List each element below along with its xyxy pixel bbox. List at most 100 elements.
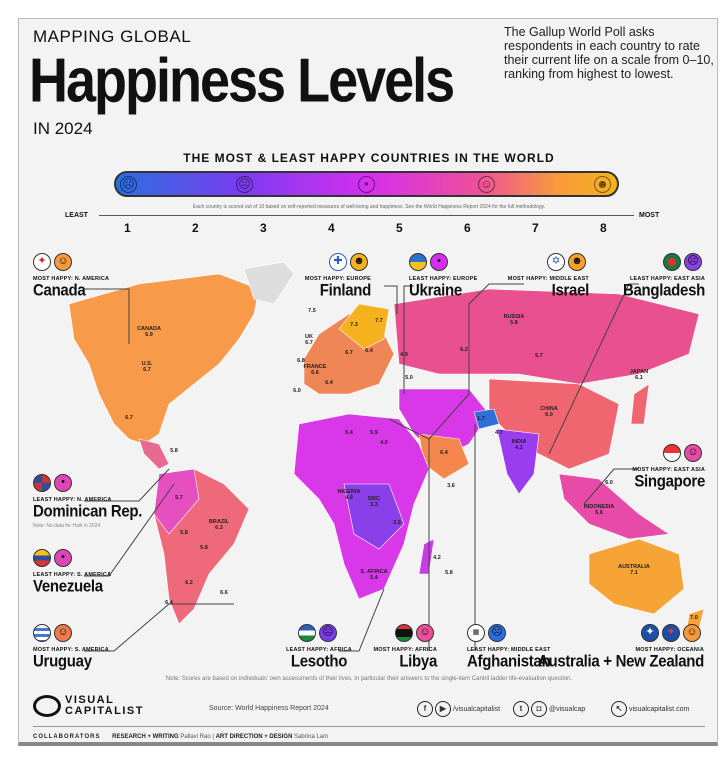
callout-country: Finland <box>319 281 372 300</box>
callout-label: MOST HAPPY: MIDDLE EAST <box>507 276 589 282</box>
leader-line-venezuela <box>84 483 175 577</box>
map-country-name: JAPAN <box>630 369 648 375</box>
callout-lesotho: ☹ LEAST HAPPY: AFRICA Lesotho <box>234 624 404 671</box>
venezuela-flag-icon <box>33 549 51 567</box>
south-america-north <box>153 468 200 535</box>
map-score-label: 3.9 <box>393 520 401 526</box>
callout-label: MOST HAPPY: N. AMERICA <box>33 276 110 282</box>
callout-afghanistan: ▦ ☹ LEAST HAPPY: MIDDLE EAST Afghanistan <box>467 624 637 671</box>
kicker: MAPPING GLOBAL <box>33 27 192 46</box>
map-score-label: 6.2 <box>185 580 193 586</box>
map-score-label: 6.7 <box>345 350 353 356</box>
social-handle[interactable]: /visualcapitalist <box>453 705 501 713</box>
twitter-icon[interactable]: t <box>513 701 529 717</box>
leader-line-uruguay <box>84 603 234 652</box>
map-country-name: CANADA <box>137 326 161 332</box>
callout-country: Bangladesh <box>622 281 705 300</box>
neutral-face-icon: • <box>430 253 448 271</box>
callout-label: MOST HAPPY: S. AMERICA <box>33 647 109 653</box>
divider <box>33 726 705 727</box>
dominican-flag-icon <box>33 474 51 492</box>
infographic: MAPPING GLOBAL Happiness Levels IN 2024 … <box>18 18 718 746</box>
australia <box>588 538 685 615</box>
map-country-name: S. AFRICA <box>360 569 387 575</box>
map-score-label: 4.9 <box>345 495 353 501</box>
very-sad-face-icon: ☹ <box>488 624 506 642</box>
neutral-face-icon: • <box>54 549 72 567</box>
social-facebook-youtube[interactable]: f ▶/visualcapitalist <box>417 701 500 717</box>
website-url[interactable]: visualcapitalist.com <box>629 705 690 713</box>
leader-line-dominican <box>84 468 170 502</box>
callout-label: LEAST HAPPY: EAST ASIA <box>630 276 705 282</box>
map-country-name: U.S. <box>142 361 153 367</box>
callout-bangladesh: ☹ LEAST HAPPY: EAST ASIA Bangladesh <box>535 253 705 300</box>
facebook-icon[interactable]: f <box>417 701 433 717</box>
map-country-name: INDONESIA <box>584 504 615 510</box>
tick: 4 <box>328 221 335 235</box>
map-score-label: 6.4 <box>325 380 334 386</box>
map-score-label: 1.7 <box>477 416 485 422</box>
legend-title: THE MOST & LEAST HAPPY COUNTRIES IN THE … <box>183 151 555 165</box>
research-name: Pallavi Rao <box>180 734 211 740</box>
callout-country: Singapore <box>634 472 705 491</box>
map-score-label: 6.6 <box>311 370 319 376</box>
callout-label: LEAST HAPPY: MIDDLE EAST <box>467 647 551 653</box>
leader-line-bangladesh <box>548 283 639 455</box>
map-country-name: BRAZIL <box>209 519 230 525</box>
map-score-label: 5.7 <box>535 353 543 359</box>
map-score-label: 6.0 <box>545 412 553 418</box>
social-twitter-instagram[interactable]: t ◘ @visualcap <box>513 701 585 717</box>
logo-line2: CAPITALIST <box>65 705 144 717</box>
map-score-label: 5.9 <box>370 430 378 436</box>
leader-line-ukraine <box>403 285 414 394</box>
leader-line-lesotho <box>339 588 385 652</box>
very-happy-face-icon: ☻ <box>350 253 368 271</box>
callout-israel: ✡ ☻ MOST HAPPY: MIDDLE EAST Israel <box>419 253 589 300</box>
map-score-label: 6.6 <box>220 590 228 596</box>
callout-uruguay: ☺ MOST HAPPY: S. AMERICA Uruguay <box>33 624 203 671</box>
tick: 5 <box>396 221 403 235</box>
youtube-icon[interactable]: ▶ <box>435 701 451 717</box>
smile-face-icon: ☺ <box>478 176 495 193</box>
map-score-label: 6.8 <box>297 358 305 364</box>
happy-face-icon: ☺ <box>683 624 701 642</box>
callout-venezuela: • LEAST HAPPY: S. AMERICA Venezuela <box>33 549 203 596</box>
leader-line-libya <box>388 418 430 651</box>
cursor-icon[interactable]: ↖ <box>611 701 627 717</box>
collaborators: COLLABORATORS RESEARCH + WRITING Pallavi… <box>33 734 329 740</box>
sad-face-icon: ☹ <box>319 624 337 642</box>
map-score-label: 7.3 <box>350 322 358 328</box>
map-score-label: 5.7 <box>175 495 183 501</box>
callout-label: LEAST HAPPY: S. AMERICA <box>33 572 112 578</box>
callout-australia-nz: ✦ ✦ ☺ MOST HAPPY: OCEANIA Australia + New … <box>499 624 704 671</box>
callout-libya: ☺ MOST HAPPY: AFRICA Libya <box>267 624 437 671</box>
very-happy-face-icon: ☻ <box>568 253 586 271</box>
tick: 1 <box>124 221 131 235</box>
callout-label: MOST HAPPY: EUROPE <box>304 276 371 282</box>
methodology-note: Each country is scored out of 10 based o… <box>192 204 546 210</box>
callout-country: Canada <box>33 281 86 300</box>
callout-country: Uruguay <box>33 652 92 671</box>
canada-flag-icon: ✦ <box>33 253 51 271</box>
social-handle[interactable]: @visualcap <box>549 705 586 713</box>
callout-label: MOST HAPPY: EAST ASIA <box>632 467 705 473</box>
leader-line-singapore <box>583 468 639 505</box>
map-country-name: RUSSIA <box>504 314 525 320</box>
website-link[interactable]: ↖ visualcapitalist.com <box>611 701 689 717</box>
design-name: Sabrina Lam <box>294 734 329 740</box>
callout-country: Australia + New Zealand <box>537 652 704 671</box>
afghanistan <box>473 408 500 430</box>
callout-finland: ✚ ☻ MOST HAPPY: EUROPE Finland <box>201 253 372 300</box>
sad-face-icon: ☹ <box>236 176 253 193</box>
map-score-label: 5.8 <box>170 448 178 454</box>
map-score-label: 7.1 <box>630 570 638 576</box>
lesotho-flag-icon <box>298 624 316 642</box>
callout-country: Afghanistan <box>467 652 551 671</box>
instagram-icon[interactable]: ◘ <box>531 701 547 717</box>
map-score-label: 5.4 <box>370 575 379 581</box>
map-score-label: 6.4 <box>165 600 174 606</box>
greenland <box>243 261 295 305</box>
bangladesh-flag-icon <box>663 253 681 271</box>
callout-country: Libya <box>399 652 437 671</box>
map-score-label: 3.6 <box>447 483 455 489</box>
